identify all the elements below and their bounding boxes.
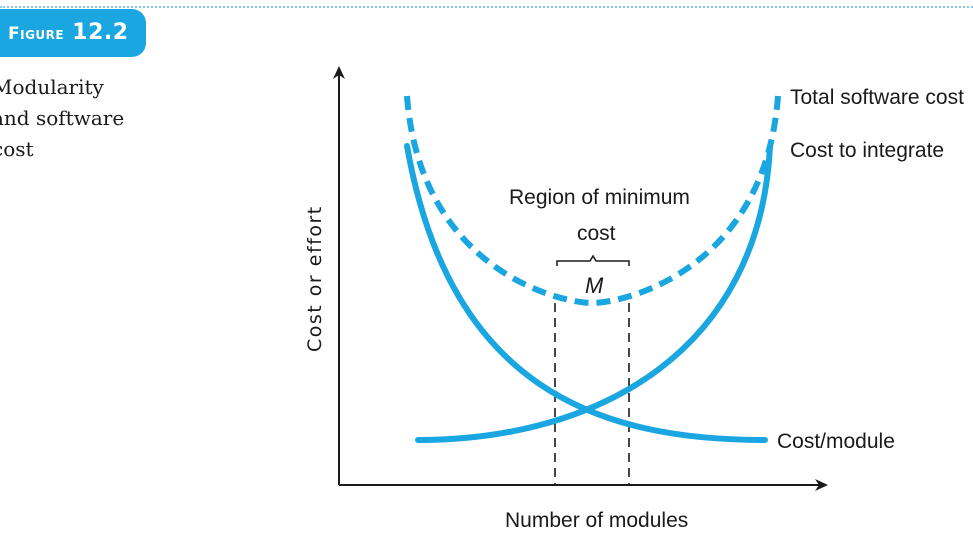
top-dotted-rule — [0, 6, 973, 8]
cost-per-module-label: Cost/module — [777, 430, 895, 453]
region-label-line2: cost — [577, 222, 616, 245]
region-brace — [556, 254, 630, 266]
cost-to-integrate-label: Cost to integrate — [790, 139, 944, 162]
figure-badge: Figure 12.2 — [0, 9, 146, 57]
y-axis-label: Cost or effort — [304, 205, 326, 352]
cost-per-module-curve — [404, 143, 768, 443]
x-axis-label: Number of modules — [505, 509, 688, 532]
region-label-line1: Region of minimum — [509, 186, 690, 209]
figure-caption: Modularity and software cost — [0, 75, 125, 161]
total-software-cost-label: Total software cost — [790, 86, 964, 109]
total-software-cost-curve — [404, 95, 781, 307]
figure-prefix: Figure — [8, 24, 65, 44]
cost-to-integrate-curve — [415, 143, 773, 443]
figure-number: 12.2 — [72, 20, 129, 45]
region-marker-m: M — [585, 273, 604, 298]
